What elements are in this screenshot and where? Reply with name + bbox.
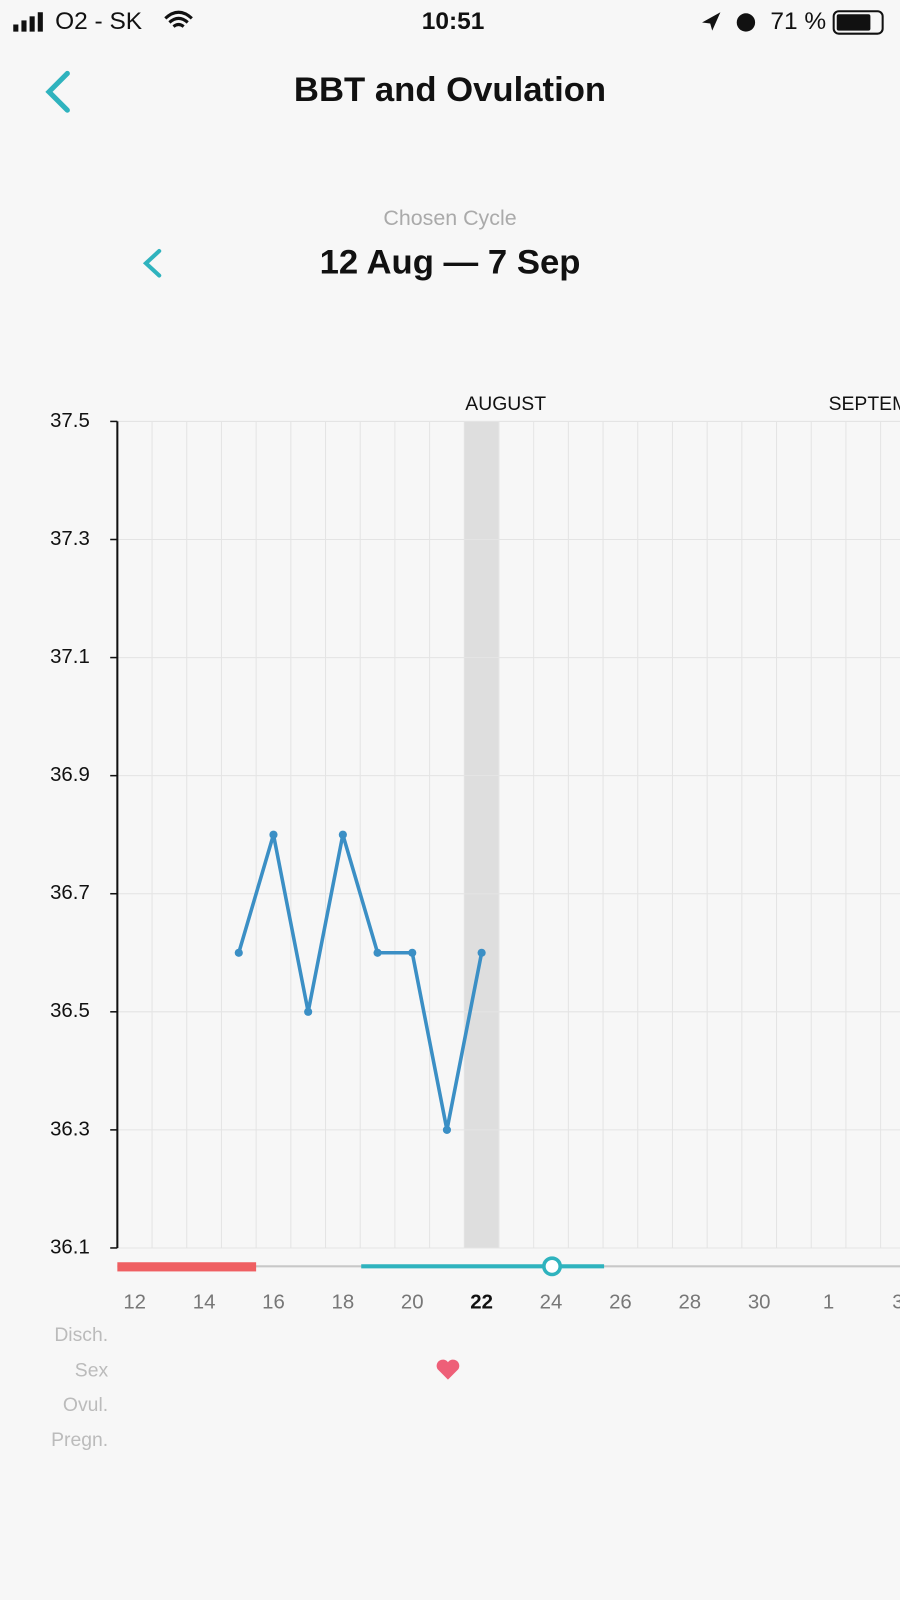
alarm-icon xyxy=(736,13,756,32)
bbt-point xyxy=(338,830,347,839)
row-label: Sex xyxy=(75,1360,109,1382)
battery-level xyxy=(836,14,871,31)
bbt-point xyxy=(234,948,243,957)
x-tick-label: 28 xyxy=(678,1291,701,1313)
sex-heart xyxy=(436,1359,460,1380)
chart: 36.1 36.3 36.5 36.7 36.9 37.1 37.3 37.5 AUGUST SE… xyxy=(50,393,900,1313)
wifi-icon xyxy=(164,10,193,28)
battery-icon xyxy=(832,10,884,35)
cycle-range: 12 Aug — 7 Sep xyxy=(320,243,581,281)
bbt-point xyxy=(408,948,417,957)
selected-day xyxy=(464,421,499,1248)
y-tick-label: 36.1 xyxy=(50,1236,90,1258)
bbt-point xyxy=(442,1125,452,1134)
y-tick-label: 37.1 xyxy=(50,646,90,668)
page-title: BBT and Ovulation xyxy=(294,71,606,109)
ovulation-marker xyxy=(542,1256,562,1277)
month-label: AUGUST xyxy=(465,393,546,415)
back-button[interactable] xyxy=(45,70,70,113)
cycle-label: Chosen Cycle xyxy=(383,206,516,230)
bbt-point xyxy=(373,948,382,957)
period-bar xyxy=(117,1262,257,1272)
x-tick-label: 26 xyxy=(609,1291,632,1313)
location-icon xyxy=(702,12,721,31)
x-tick-label: 16 xyxy=(262,1291,285,1313)
bbt-line xyxy=(237,832,484,1132)
row-label: Disch. xyxy=(54,1324,108,1346)
y-tick-label: 36.9 xyxy=(50,764,90,786)
clock: 10:51 xyxy=(422,8,485,35)
y-tick-label: 36.7 xyxy=(50,882,90,904)
x-tick-label: 1 xyxy=(823,1291,834,1313)
carrier: O2 - SK xyxy=(55,8,143,35)
signal-icon xyxy=(13,12,43,32)
row-label: Pregn. xyxy=(51,1429,108,1451)
month-label: SEPTEMBER xyxy=(829,393,900,415)
x-tick-label: 18 xyxy=(332,1291,355,1313)
x-tick-label: 22 xyxy=(470,1291,493,1313)
y-tick-label: 36.3 xyxy=(50,1118,90,1140)
battery-percent: 71 % xyxy=(770,8,826,35)
x-tick-label: 14 xyxy=(193,1291,216,1313)
y-tick-label: 37.5 xyxy=(50,410,90,432)
y-tick-label: 36.5 xyxy=(50,1000,90,1022)
y-tick-label: 37.3 xyxy=(50,528,90,550)
x-tick-label: 12 xyxy=(123,1291,146,1313)
x-tick-label: 24 xyxy=(540,1291,563,1313)
row-label: Ovul. xyxy=(63,1394,108,1416)
x-tick-label: 3 xyxy=(892,1291,900,1313)
x-tick-label: 30 xyxy=(748,1291,771,1313)
bbt-point xyxy=(269,830,278,839)
x-tick-label: 20 xyxy=(401,1291,424,1313)
bbt-point xyxy=(477,948,486,957)
bbt-point xyxy=(304,1007,313,1016)
previous-cycle[interactable] xyxy=(142,248,162,278)
